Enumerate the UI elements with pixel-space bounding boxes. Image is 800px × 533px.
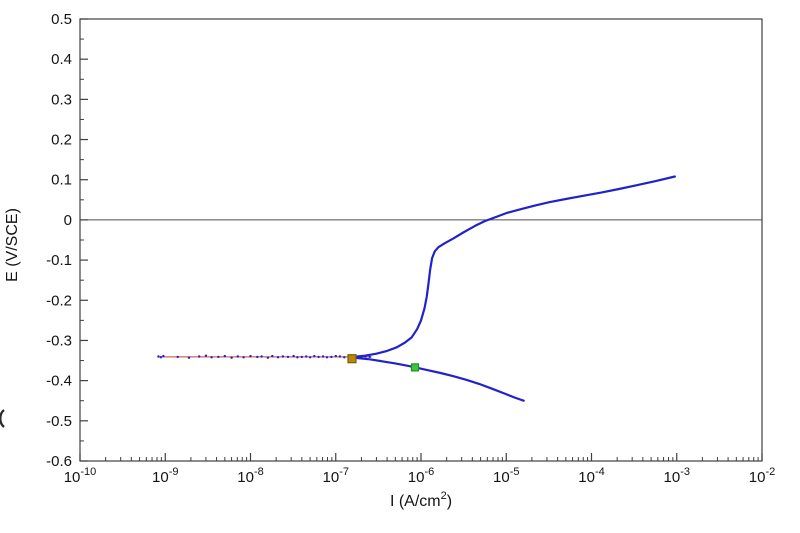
anodic-branch-curve [352, 175, 676, 358]
data-point-dot [198, 355, 201, 358]
corrosion-point-marker [347, 354, 357, 364]
data-point-dot [256, 355, 259, 359]
data-point-dot [223, 354, 226, 358]
y-tick-label: -0.5 [46, 413, 72, 430]
y-tick-label: -0.1 [46, 252, 72, 269]
x-tick-label: 10-3 [664, 466, 690, 486]
y-tick-label: -0.3 [46, 332, 72, 349]
data-point-dot [300, 355, 303, 359]
data-point-dot [260, 355, 263, 358]
x-tick-label: 10-8 [237, 466, 263, 486]
data-point-dot [266, 356, 270, 359]
data-point-dot [249, 354, 252, 358]
y-tick-label: -0.4 [46, 373, 72, 390]
x-tick-label: 10-9 [152, 466, 178, 486]
y-tick-label: 0.4 [51, 51, 72, 68]
y-tick-label: 0.1 [51, 172, 72, 189]
data-point-dot [236, 355, 239, 358]
data-point-dot [360, 356, 363, 359]
data-point-dot [159, 356, 163, 359]
y-tick-label: 0.3 [51, 91, 72, 108]
data-point-dot [210, 356, 213, 359]
y-tick-label: -0.2 [46, 292, 72, 309]
x-tick-label: 10-2 [749, 466, 775, 486]
data-point-dot [338, 355, 342, 358]
cropped-edge-artifact [0, 409, 5, 428]
data-point-dot [276, 356, 280, 359]
data-point-dot [281, 355, 285, 358]
y-axis-title: E (V/SCE) [4, 208, 21, 282]
data-point-dot [330, 355, 333, 359]
data-point-dot [230, 356, 233, 359]
x-tick-label: 10-5 [493, 466, 519, 486]
data-point-dot [368, 355, 371, 359]
x-axis-title: I (A/cm2) [390, 490, 452, 510]
data-point-dot [162, 354, 165, 358]
x-tick-label: 10-4 [578, 466, 604, 486]
data-point-dot [217, 355, 220, 359]
data-point-dot [204, 354, 208, 357]
plot-frame [79, 18, 763, 462]
data-point-dot [242, 356, 245, 359]
data-point-dot [364, 355, 367, 358]
data-point-dot [286, 355, 290, 359]
y-tick-label: 0.5 [51, 11, 72, 28]
data-point-dot [317, 355, 320, 359]
data-point-dot [325, 356, 329, 359]
y-tick-label: -0.6 [46, 453, 72, 470]
data-point-dot [296, 356, 299, 359]
data-point-dot [271, 354, 274, 358]
y-tick-label: 0.2 [51, 132, 72, 149]
y-tick-label: 0 [64, 212, 72, 229]
y-axis-ticks: 0.5 0.4 0.3 0.2 0.1 0 -0.1 -0.2 -0.3 -0.4 -0.5 -0.6 [46, 11, 88, 470]
x-tick-label: 10-7 [323, 466, 349, 486]
data-point-dot [176, 355, 179, 359]
x-tick-label: 10-6 [408, 466, 434, 486]
data-point-dot [305, 355, 308, 358]
cathodic-point-marker [410, 363, 420, 372]
data-point-dot [313, 354, 316, 358]
data-point-dot [157, 355, 160, 358]
data-point-dot [334, 354, 337, 358]
data-point-dot [308, 356, 312, 359]
x-tick-label: 10-10 [64, 466, 97, 486]
data-point-dot [187, 356, 191, 359]
data-point-dot [343, 356, 346, 359]
x-axis-ticks: 10-10 10-9 10-8 10-7 10-6 10-5 10-4 10-3 10-2 [64, 453, 775, 486]
cathodic-branch-curve [352, 356, 525, 402]
data-point-dot [321, 355, 325, 358]
data-point-dot [292, 354, 295, 358]
